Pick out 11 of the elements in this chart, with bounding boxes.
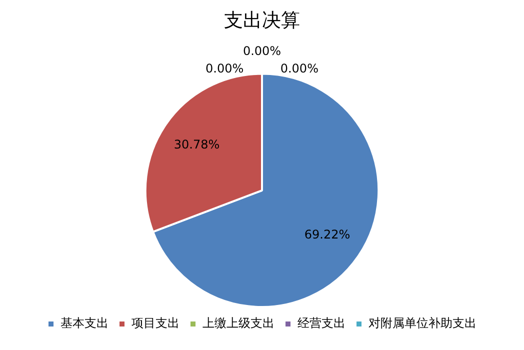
legend-label: 基本支出 xyxy=(60,316,108,330)
legend-label: 经营支出 xyxy=(298,316,346,330)
data-label: 30.78% xyxy=(174,138,220,152)
legend-label: 上缴上级支出 xyxy=(202,316,274,330)
legend-label: 项目支出 xyxy=(132,316,180,330)
chart-title: 支出决算 xyxy=(224,9,300,32)
legend-label: 对附属单位补助支出 xyxy=(368,316,476,330)
data-label: 69.22% xyxy=(304,228,350,242)
text: 0.00% xyxy=(242,44,282,58)
text: 0.00% xyxy=(206,62,244,76)
text: 0.00% xyxy=(280,62,318,76)
